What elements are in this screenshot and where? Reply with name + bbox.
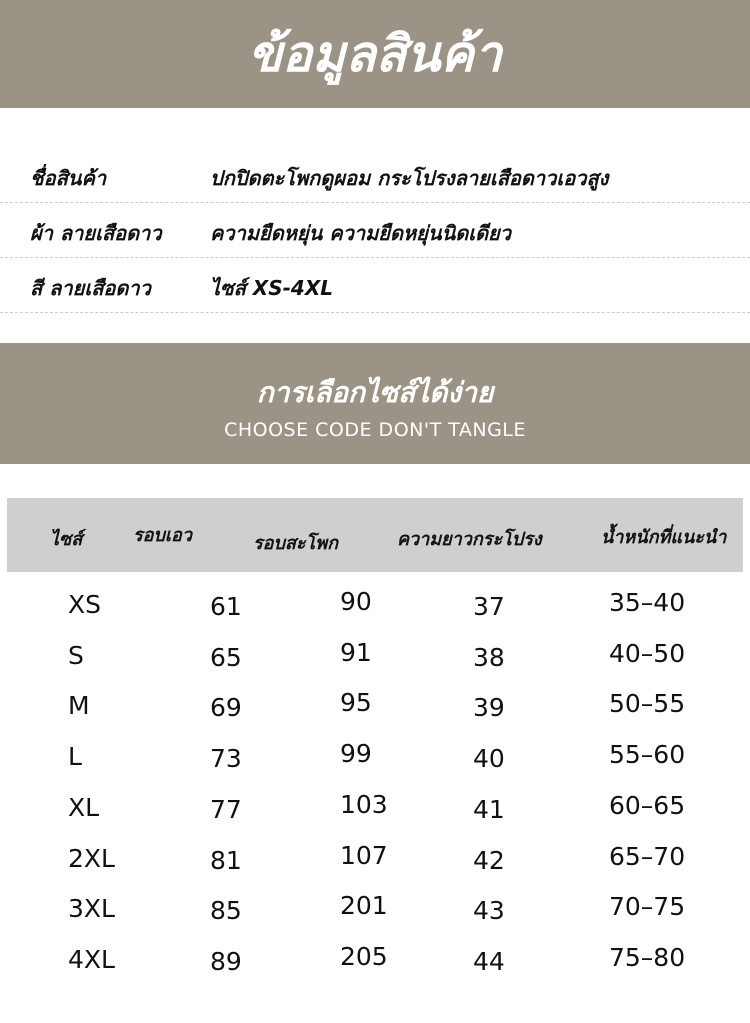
info-label: สี ลายเสือดาว bbox=[30, 276, 151, 300]
cell-length: 37 bbox=[473, 592, 505, 621]
table-row: XS 61 90 37 35–40 bbox=[0, 587, 750, 640]
cell-hip: 91 bbox=[340, 637, 372, 667]
header-hip: รอบสะโพก bbox=[253, 533, 338, 554]
cell-waist: 69 bbox=[210, 693, 242, 723]
table-row: S 65 91 38 40–50 bbox=[0, 637, 750, 691]
cell-weight: 40–50 bbox=[609, 638, 686, 668]
section-subtitle: CHOOSE CODE DON'T TANGLE bbox=[224, 419, 526, 441]
header-waist: รอบเอว bbox=[133, 525, 192, 546]
table-row: XL 77 103 41 60–65 bbox=[0, 789, 750, 843]
cell-hip: 201 bbox=[340, 891, 388, 921]
info-label: ชื่อสินค้า bbox=[30, 166, 107, 190]
cell-weight: 75–80 bbox=[609, 942, 686, 972]
info-row: ผ้า ลายเสือดาว ความยืดหยุ่น ความยืดหยุ่น… bbox=[0, 203, 750, 258]
cell-waist: 89 bbox=[210, 946, 242, 976]
header-length: ความยาวกระโปรง bbox=[397, 529, 542, 550]
cell-hip: 90 bbox=[340, 587, 372, 616]
cell-size: XL bbox=[68, 792, 100, 822]
table-row: M 69 95 39 50–55 bbox=[0, 688, 750, 741]
table-row: 2XL 81 107 42 65–70 bbox=[0, 840, 750, 894]
cell-length: 43 bbox=[473, 896, 505, 926]
section-title: การเลือกไซส์ได้ง่าย bbox=[256, 376, 494, 409]
info-label: ผ้า ลายเสือดาว bbox=[30, 221, 162, 245]
cell-weight: 35–40 bbox=[609, 588, 686, 617]
cell-hip: 107 bbox=[340, 840, 388, 870]
header-size: ไซส์ bbox=[50, 529, 83, 550]
cell-size: 2XL bbox=[68, 843, 115, 873]
info-value: ความยืดหยุ่น ความยืดหยุ่นนิดเดียว bbox=[210, 221, 512, 245]
page-title: ข้อมูลสินค้า bbox=[247, 25, 503, 83]
info-row: สี ลายเสือดาว ไซส์ XS-4XL bbox=[0, 258, 750, 313]
cell-length: 38 bbox=[473, 642, 505, 672]
cell-length: 39 bbox=[473, 693, 505, 723]
header-weight: น้ำหนักที่แนะนำ bbox=[601, 527, 727, 548]
cell-size: XS bbox=[68, 590, 101, 619]
cell-weight: 50–55 bbox=[609, 689, 686, 719]
cell-size: S bbox=[68, 640, 84, 670]
cell-waist: 65 bbox=[210, 642, 242, 672]
cell-length: 42 bbox=[473, 845, 505, 875]
cell-hip: 205 bbox=[340, 941, 388, 971]
table-row: 4XL 89 205 44 75–80 bbox=[0, 941, 750, 995]
cell-length: 44 bbox=[473, 946, 505, 976]
cell-waist: 85 bbox=[210, 896, 242, 926]
cell-size: M bbox=[68, 691, 90, 721]
cell-size: 4XL bbox=[68, 944, 115, 974]
cell-weight: 70–75 bbox=[609, 892, 686, 922]
cell-waist: 77 bbox=[210, 794, 242, 824]
cell-hip: 95 bbox=[340, 688, 372, 718]
cell-weight: 55–60 bbox=[609, 740, 686, 770]
cell-size: L bbox=[68, 742, 82, 772]
header-banner: ข้อมูลสินค้า bbox=[0, 0, 750, 108]
size-table-header: ไซส์ รอบเอว รอบสะโพก ความยาวกระโปรง น้ำห… bbox=[7, 498, 743, 572]
cell-weight: 65–70 bbox=[609, 841, 686, 871]
cell-hip: 103 bbox=[340, 789, 388, 819]
cell-length: 41 bbox=[473, 794, 505, 824]
cell-waist: 73 bbox=[210, 744, 242, 774]
info-value: ไซส์ XS-4XL bbox=[210, 276, 334, 300]
cell-size: 3XL bbox=[68, 894, 115, 924]
info-row: ชื่อสินค้า ปกปิดตะโพกดูผอม กระโปรงลายเสื… bbox=[0, 148, 750, 203]
table-row: L 73 99 40 55–60 bbox=[0, 739, 750, 792]
info-value: ปกปิดตะโพกดูผอม กระโปรงลายเสือดาวเอวสูง bbox=[210, 166, 609, 190]
cell-hip: 99 bbox=[340, 739, 372, 769]
cell-waist: 81 bbox=[210, 845, 242, 875]
cell-weight: 60–65 bbox=[609, 790, 686, 820]
section-banner: การเลือกไซส์ได้ง่าย CHOOSE CODE DON'T TA… bbox=[0, 343, 750, 464]
cell-length: 40 bbox=[473, 744, 505, 774]
table-row: 3XL 85 201 43 70–75 bbox=[0, 891, 750, 944]
cell-waist: 61 bbox=[210, 592, 242, 621]
